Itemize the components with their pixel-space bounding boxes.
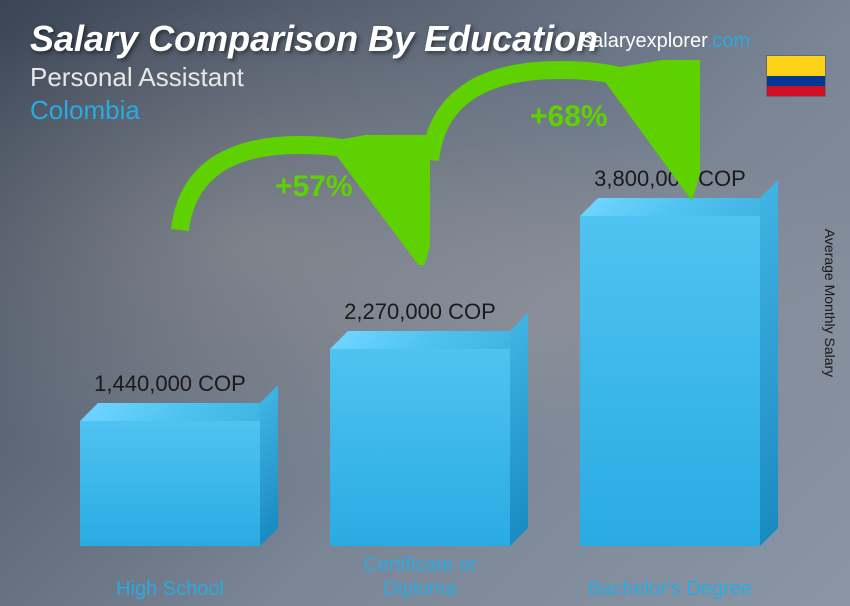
bar-body [330, 349, 510, 546]
percent-increase-2: +68% [530, 100, 608, 134]
percent-increase-1: +57% [275, 170, 353, 204]
bar-body [580, 216, 760, 546]
chart-title: Salary Comparison By Education [30, 18, 598, 60]
watermark: salaryexplorer.com [582, 30, 750, 53]
bar-top-face [580, 198, 778, 216]
flag-stripe-yellow [767, 56, 825, 76]
bar-high-school: 1,440,000 COP High School [80, 421, 260, 546]
bar-value-label: 2,270,000 COP [344, 299, 496, 325]
bar-top-face [330, 331, 528, 349]
watermark-tld: .com [707, 30, 750, 52]
bar-side-face [510, 313, 528, 546]
bar-top-face [80, 403, 278, 421]
watermark-brand: salaryexplorer [582, 30, 707, 52]
bar-category-label: Certificate or Diploma [330, 553, 510, 601]
bar-side-face [260, 385, 278, 546]
y-axis-label: Average Monthly Salary [822, 229, 838, 377]
bar-category-label: Bachelor's Degree [580, 577, 760, 601]
bar-bachelors: 3,800,000 COP Bachelor's Degree [580, 216, 760, 546]
bar-certificate: 2,270,000 COP Certificate or Diploma [330, 349, 510, 546]
bar-category-label: High School [80, 577, 260, 601]
colombia-flag-icon [766, 55, 826, 97]
bar-side-face [760, 180, 778, 546]
bar-value-label: 1,440,000 COP [94, 371, 246, 397]
flag-stripe-red [767, 86, 825, 96]
flag-stripe-blue [767, 76, 825, 86]
bar-body [80, 421, 260, 546]
